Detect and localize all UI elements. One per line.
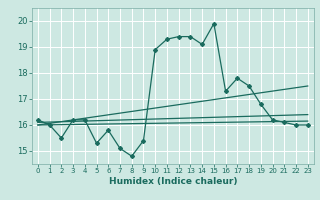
X-axis label: Humidex (Indice chaleur): Humidex (Indice chaleur) xyxy=(108,177,237,186)
